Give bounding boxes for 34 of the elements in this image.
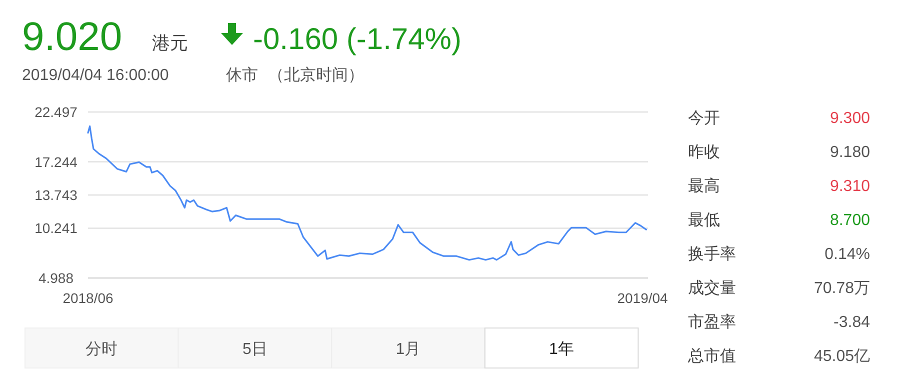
text: 分时 — [86, 340, 118, 358]
text: -0.160 (-1.74%) — [253, 23, 462, 56]
text: 2019/04/04 16:00:00 — [22, 67, 169, 84]
line-series — [87, 125, 647, 261]
text: 5日 — [242, 341, 268, 358]
text: 9.180 — [830, 144, 870, 161]
text: 市盈率 — [688, 313, 736, 331]
text: 9.310 — [830, 178, 870, 195]
text: -3.84 — [834, 314, 870, 331]
text: 0.14% — [824, 246, 870, 263]
text: 成交量 — [688, 279, 736, 297]
text: （北京时间） — [268, 66, 364, 84]
x-tick-label: 2019/04 — [617, 290, 668, 306]
y-tick-label: 22.497 — [34, 104, 78, 120]
text: 换手率 — [688, 245, 736, 263]
text: 1月 — [396, 341, 421, 358]
chart-title: 9.020 — [22, 15, 122, 59]
y-tick-label: 4.988 — [38, 270, 74, 286]
text: 最高 — [688, 177, 720, 195]
text: 8.700 — [830, 212, 870, 229]
x-tick-label: 2018/06 — [62, 290, 114, 306]
text: 休市 — [226, 66, 258, 84]
y-tick-label: 13.743 — [34, 186, 78, 203]
text: 今开 — [688, 110, 720, 127]
text: 港元 — [152, 33, 188, 53]
text: 最低 — [688, 212, 720, 229]
text: 1年 — [549, 341, 574, 358]
y-tick-label: 17.244 — [34, 154, 78, 170]
text: 70.78万 — [814, 280, 870, 297]
y-tick-label: 10.241 — [34, 220, 78, 236]
text: 9.300 — [830, 110, 870, 127]
text: 昨收 — [688, 144, 720, 161]
text: 45.05亿 — [814, 348, 870, 365]
text: 总市值 — [687, 347, 736, 365]
